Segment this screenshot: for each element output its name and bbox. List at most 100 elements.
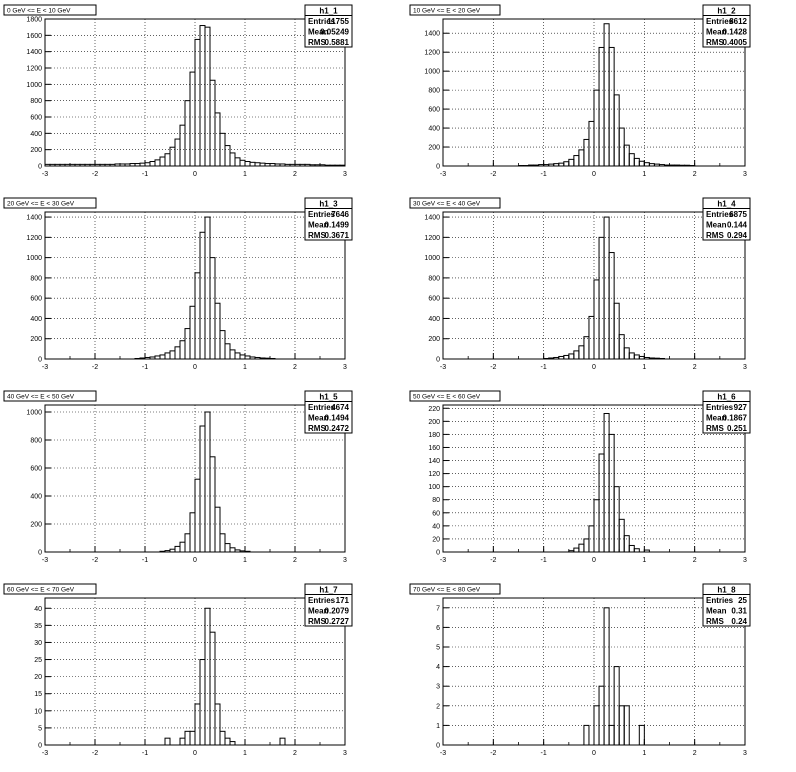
x-tick-label: -2 <box>92 557 98 564</box>
stats-label: RMS <box>706 38 724 47</box>
histogram-bin <box>653 357 660 360</box>
x-tick-label: -3 <box>440 364 446 371</box>
x-tick-label: 0 <box>592 557 596 564</box>
y-tick-label: 40 <box>432 523 440 530</box>
x-tick-label: -2 <box>490 364 496 371</box>
x-tick-label: 0 <box>592 171 596 178</box>
y-tick-label: 200 <box>428 419 440 426</box>
y-tick-label: 0 <box>436 743 440 750</box>
x-tick-label: -1 <box>142 557 148 564</box>
histogram-bin <box>219 533 226 553</box>
y-tick-label: 200 <box>30 147 42 154</box>
title-box <box>409 4 501 16</box>
x-tick-label: -2 <box>92 364 98 371</box>
x-tick-label: 3 <box>743 750 747 757</box>
y-tick-label: 7 <box>436 605 440 612</box>
y-tick-label: 1800 <box>26 17 42 24</box>
stats-label: Mean <box>308 414 329 423</box>
y-tick-label: 5 <box>38 725 42 732</box>
x-tick-label: 3 <box>343 750 347 757</box>
stats-label: Mean <box>308 607 329 616</box>
y-tick-label: 5 <box>436 645 440 652</box>
x-tick-label: -3 <box>42 171 48 178</box>
y-tick-label: 0 <box>38 743 42 750</box>
stats-name: h1_3 <box>319 200 338 209</box>
title-box <box>409 390 501 402</box>
stats-label: RMS <box>308 231 326 240</box>
y-tick-label: 1000 <box>26 255 42 262</box>
stats-label: RMS <box>706 231 724 240</box>
stats-label: Mean <box>308 221 329 230</box>
x-tick-label: -1 <box>142 171 148 178</box>
y-tick-label: 1000 <box>424 255 440 262</box>
stats-box <box>702 4 751 48</box>
chart-title: 70 GeV <= E < 80 GeV <box>413 587 481 594</box>
x-tick-label: -1 <box>142 364 148 371</box>
stats-label: Entries <box>308 403 336 412</box>
x-tick-label: 0 <box>592 364 596 371</box>
x-tick-label: 0 <box>193 364 197 371</box>
y-tick-label: 1000 <box>26 82 42 89</box>
x-tick-label: 2 <box>693 171 697 178</box>
title-box <box>409 583 501 595</box>
y-tick-label: 1600 <box>26 33 42 40</box>
stats-value: 0.5881 <box>325 38 350 47</box>
x-tick-label: 1 <box>642 364 646 371</box>
histogram-bin <box>164 737 171 746</box>
y-tick-label: 400 <box>30 316 42 323</box>
y-tick-label: 1200 <box>424 235 440 242</box>
x-tick-label: -1 <box>142 750 148 757</box>
stats-label: Entries <box>308 210 336 219</box>
x-tick-label: 1 <box>243 557 247 564</box>
x-tick-label: 1 <box>642 750 646 757</box>
stats-label: Mean <box>706 221 727 230</box>
x-tick-label: 1 <box>243 750 247 757</box>
chart-title: 0 GeV <= E < 10 GeV <box>7 8 71 15</box>
histogram-bin <box>679 164 686 167</box>
stats-label: Mean <box>706 28 727 37</box>
stats-value: 0.1428 <box>723 28 748 37</box>
stats-label: Mean <box>706 607 727 616</box>
stats-name: h1_8 <box>717 586 736 595</box>
stats-label: Entries <box>706 210 734 219</box>
y-tick-label: 0 <box>38 550 42 557</box>
stats-name: h1_1 <box>319 7 338 16</box>
y-tick-label: 40 <box>34 606 42 613</box>
y-tick-label: 400 <box>30 131 42 138</box>
stats-value: 0.2079 <box>325 607 350 616</box>
y-tick-label: 800 <box>30 98 42 105</box>
x-tick-label: 3 <box>743 557 747 564</box>
y-tick-label: 10 <box>34 708 42 715</box>
stats-value: 0.1494 <box>325 414 350 423</box>
histogram-panel: -3 -2 -1 0 1 2 3 0 200 400 600 800 1000 1200 1400 30 Ge… <box>409 197 751 371</box>
y-tick-label: 0 <box>436 164 440 171</box>
y-tick-label: 20 <box>432 536 440 543</box>
histogram-panel: -3 -2 -1 0 1 2 3 0 20 40 60 80 100 120 140 160 180 200 220… <box>409 390 751 564</box>
histogram-bin <box>603 607 610 746</box>
histogram-bin <box>324 164 331 167</box>
histogram-bin <box>329 164 336 167</box>
y-tick-label: 1200 <box>424 50 440 57</box>
y-tick-label: 1400 <box>424 215 440 222</box>
stats-value: 0.2472 <box>325 424 350 433</box>
histogram-panel: -3 -2 -1 0 1 2 3 0 200 400 600 800 1000 40 GeV <= E <… <box>3 390 353 564</box>
histogram-bin <box>334 164 341 167</box>
y-tick-label: 1400 <box>26 215 42 222</box>
histogram-bin <box>623 705 630 746</box>
y-tick-label: 1400 <box>26 49 42 56</box>
y-tick-label: 200 <box>428 336 440 343</box>
stats-value: 0.4005 <box>723 38 748 47</box>
stats-label: RMS <box>308 38 326 47</box>
chart-title: 10 GeV <= E < 20 GeV <box>413 8 481 15</box>
histogram-bin <box>209 631 216 746</box>
x-tick-label: 2 <box>293 171 297 178</box>
histogram-bin <box>339 164 346 167</box>
x-tick-label: 0 <box>193 750 197 757</box>
y-tick-label: 800 <box>30 275 42 282</box>
stats-name: h1_2 <box>717 7 736 16</box>
stats-value: 7646 <box>331 210 349 219</box>
stats-box <box>304 197 353 241</box>
y-tick-label: 800 <box>30 438 42 445</box>
histogram-bin <box>134 357 141 360</box>
stats-label: RMS <box>706 424 724 433</box>
